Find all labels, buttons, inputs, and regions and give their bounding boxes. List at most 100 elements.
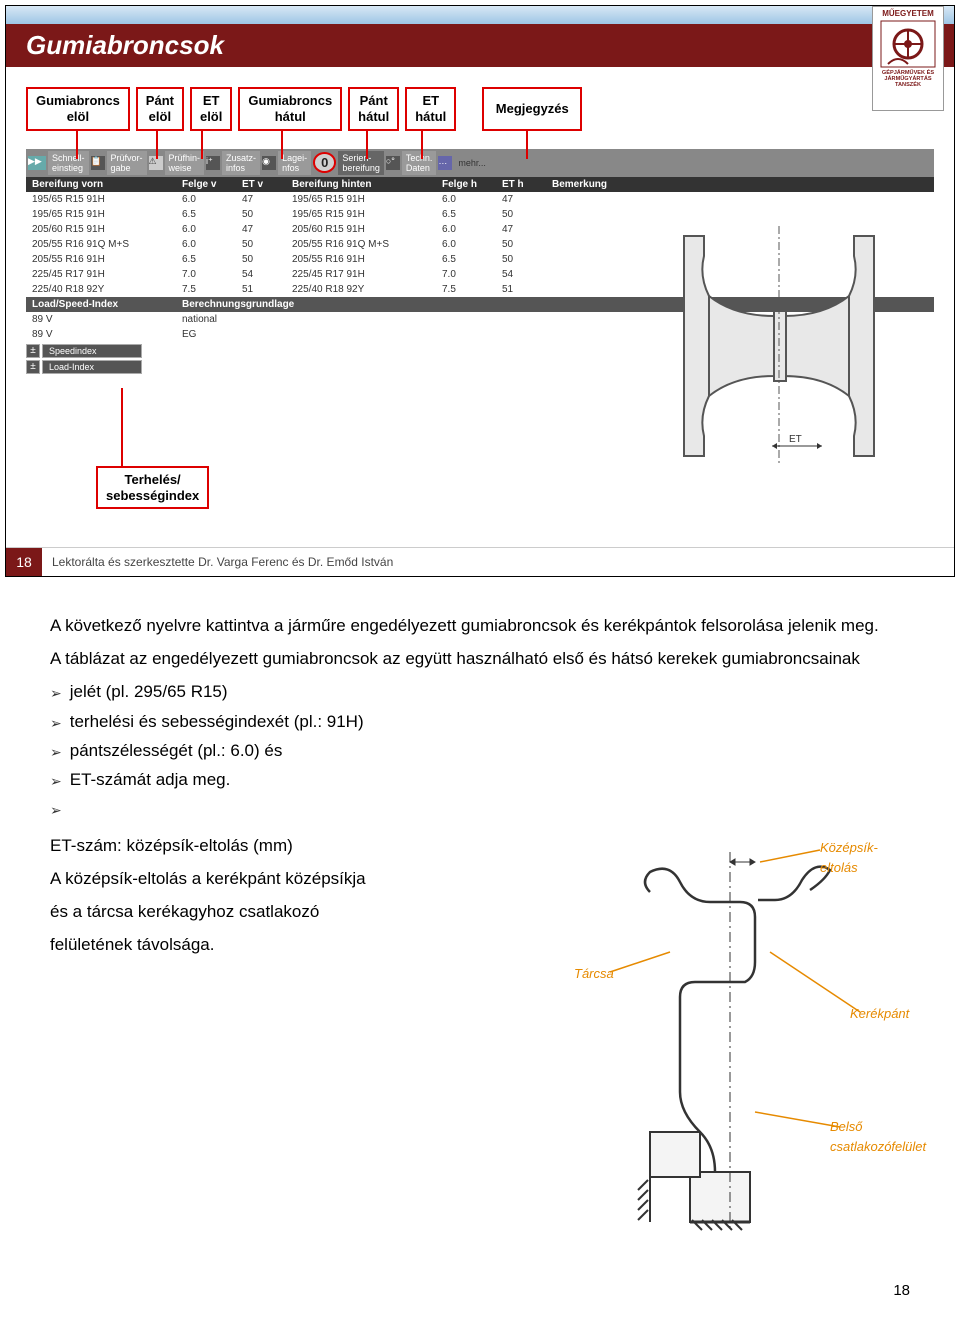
th-3: Bereifung hinten <box>286 177 436 192</box>
table-cell: 195/65 R15 91H <box>286 192 436 207</box>
table-cell: 54 <box>496 267 546 282</box>
table-cell: 6.5 <box>176 252 236 267</box>
et-label: ET <box>789 434 802 445</box>
callout-3: Gumiabroncs hátul <box>238 87 342 131</box>
more-icon[interactable]: … <box>438 156 452 170</box>
tb-2[interactable]: Prüfhin- weise <box>165 151 205 175</box>
footer-text: Lektorálta és szerkesztette Dr. Varga Fe… <box>42 555 393 569</box>
para-3a: ET-szám: középsík-eltolás (mm) <box>50 832 540 859</box>
table-cell: 51 <box>496 282 546 297</box>
th-0: Bereifung vorn <box>26 177 176 192</box>
callout-1: Pánt elöl <box>136 87 184 131</box>
bullet-1: ➢jelét (pl. 295/65 R15) <box>50 678 910 705</box>
callout-6: Megjegyzés <box>482 87 582 131</box>
label-kerekpant: Kerékpánt <box>850 1004 909 1025</box>
table-cell: 205/55 R16 91Q M+S <box>286 237 436 252</box>
th-2: ET v <box>236 177 286 192</box>
table-header: Bereifung vorn Felge v ET v Bereifung hi… <box>26 177 934 192</box>
table-cell: 50 <box>496 237 546 252</box>
table-cell: 7.0 <box>176 267 236 282</box>
table-cell: 205/60 R15 91H <box>286 222 436 237</box>
table-cell: 225/45 R17 91H <box>286 267 436 282</box>
table-cell: 225/40 R18 92Y <box>26 282 176 297</box>
table-cell: 50 <box>496 207 546 222</box>
para-3d: felületének távolsága. <box>50 931 540 958</box>
logo-top: MŰEGYETEM <box>875 9 941 18</box>
slide-header: Gumiabroncsok <box>6 24 954 67</box>
table-row: 195/65 R15 91H6.047195/65 R15 91H6.047 <box>26 192 934 207</box>
toolbar-icon[interactable]: ○° <box>386 156 400 170</box>
tb-5[interactable]: Serien- bereifung <box>338 151 384 175</box>
th-1: Felge v <box>176 177 236 192</box>
table-cell: 47 <box>236 222 286 237</box>
table-cell: 54 <box>236 267 286 282</box>
th-4: Felge h <box>436 177 496 192</box>
tb-6[interactable]: Techn. Daten <box>402 151 437 175</box>
th-6: Bemerkung <box>546 177 934 192</box>
logo-icon <box>880 20 936 68</box>
table-cell: 195/65 R15 91H <box>26 192 176 207</box>
sr-00: 89 V <box>26 312 176 327</box>
table-cell: 6.0 <box>176 222 236 237</box>
th-5: ET h <box>496 177 546 192</box>
table-cell: 6.0 <box>436 222 496 237</box>
tb-7[interactable]: mehr... <box>454 156 490 170</box>
para-1: A következő nyelvre kattintva a járműre … <box>50 612 910 639</box>
table-cell: 205/55 R16 91H <box>286 252 436 267</box>
toolbar-icon[interactable]: ◉ <box>262 156 276 170</box>
window-titlebar <box>6 6 954 24</box>
table-cell: 6.0 <box>436 237 496 252</box>
table-cell: 6.0 <box>176 192 236 207</box>
sr-10: 89 V <box>26 327 176 342</box>
table-cell: 6.5 <box>436 252 496 267</box>
table-cell: 205/55 R16 91H <box>26 252 176 267</box>
info-icon[interactable]: i⁺ <box>206 156 220 170</box>
terheles-callout: Terhelés/ sebességindex <box>96 466 209 509</box>
page-number: 18 <box>0 1252 960 1319</box>
tb-3[interactable]: Zusatz- infos <box>222 151 260 175</box>
loadindex-header[interactable]: Load-Index <box>42 360 142 374</box>
para-3b: A középsík-eltolás a kerékpánt középsíkj… <box>50 865 540 892</box>
para-3c: és a tárcsa kerékagyhoz csatlakozó <box>50 898 540 925</box>
sh-0: Load/Speed-Index <box>26 297 176 312</box>
table-cell: 50 <box>236 252 286 267</box>
para-2: A táblázat az engedélyezett gumiabroncso… <box>50 645 910 672</box>
speedindex-header[interactable]: Speedindex <box>42 344 142 358</box>
callout-4: Pánt hátul <box>348 87 399 131</box>
slide-container: Gumiabroncsok MŰEGYETEM GÉPJÁRMŰVEK ÉS J… <box>5 5 955 577</box>
table-cell: 195/65 R15 91H <box>286 207 436 222</box>
label-kozepsik: Középsík-eltolás <box>820 838 910 880</box>
bullet-empty: ➢ <box>50 795 910 821</box>
toolbar-icon[interactable]: ▶▶ <box>28 156 46 170</box>
table-cell: 7.0 <box>436 267 496 282</box>
callout-0: Gumiabroncs elöl <box>26 87 130 131</box>
wheel-cross-section: ET <box>654 216 914 456</box>
slide-number: 18 <box>6 548 42 576</box>
slide-footer: 18 Lektorálta és szerkesztette Dr. Varga… <box>6 547 954 576</box>
table-cell: 50 <box>496 252 546 267</box>
table-cell: 50 <box>236 237 286 252</box>
table-cell: 195/65 R15 91H <box>26 207 176 222</box>
table-cell: 6.0 <box>436 192 496 207</box>
label-belso: Belső csatlakozófelület <box>830 1117 926 1159</box>
toolbar: ▶▶ Schnell- einstieg 📋 Prüfvor- gabe ⚠ P… <box>26 149 934 177</box>
table-cell <box>546 192 934 207</box>
wheel-labeled-diagram: Középsík-eltolás Tárcsa Kerékpánt Belső … <box>580 832 910 1232</box>
table-cell: 6.5 <box>436 207 496 222</box>
bullet-4: ➢ET-számát adja meg. <box>50 766 910 793</box>
table-cell: 47 <box>236 192 286 207</box>
bullet-2: ➢terhelési és sebességindexét (pl.: 91H) <box>50 708 910 735</box>
table-cell: 225/40 R18 92Y <box>286 282 436 297</box>
table-cell: 7.5 <box>176 282 236 297</box>
document-body: A következő nyelvre kattintva a járműre … <box>0 582 960 1252</box>
table-cell: 47 <box>496 222 546 237</box>
toolbar-icon[interactable]: 📋 <box>91 156 105 170</box>
ring-0[interactable]: 0 <box>313 152 336 173</box>
tb-4[interactable]: Lagei- nfos <box>278 151 311 175</box>
tb-1[interactable]: Prüfvor- gabe <box>107 151 147 175</box>
callout-5: ET hátul <box>405 87 456 131</box>
tb-0[interactable]: Schnell- einstieg <box>48 151 89 175</box>
table-cell: 205/55 R16 91Q M+S <box>26 237 176 252</box>
bullet-3: ➢pántszélességét (pl.: 6.0) és <box>50 737 910 764</box>
label-tarcsa: Tárcsa <box>574 964 614 985</box>
